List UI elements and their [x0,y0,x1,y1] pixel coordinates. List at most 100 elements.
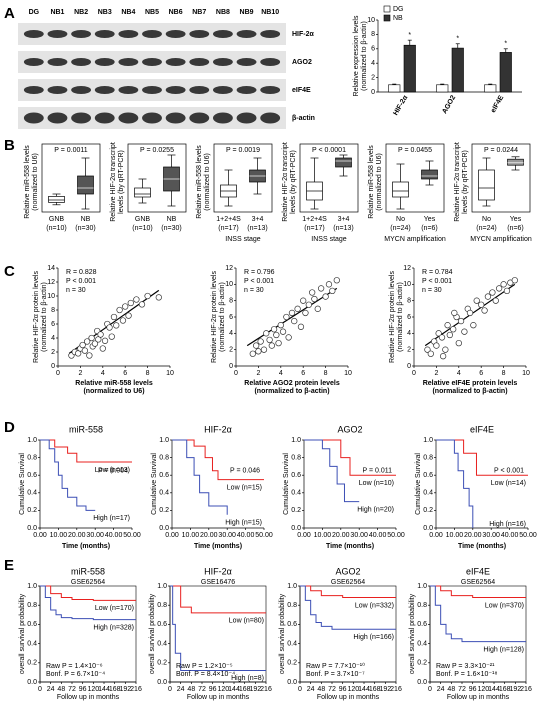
chart-title: eIF4E [466,566,490,576]
y-axis-label: (normalized to U6) [204,153,211,211]
y-tick-label: 4 [371,60,375,67]
series-label: Low (n=80) [229,618,264,625]
x-tick-label: 0.00 [165,532,179,539]
lane-label: NB5 [145,9,159,16]
y-tick-label: 0.6 [423,472,433,479]
y-tick-label: 6 [371,46,375,53]
series-label: High (n=328) [93,624,134,631]
point [446,331,453,339]
x-tick-label: 30.00 [218,532,236,539]
stat-label: P < 0.001 [422,278,452,285]
category-label: NB [81,216,91,223]
blot-band [23,112,44,124]
x-tick-label: 168 [109,686,121,693]
blot-band [212,112,233,124]
y-tick-label: 2 [51,349,55,356]
x-tick-label: 50.00 [255,532,273,539]
trend-line [246,287,338,347]
x-tick-label: 50.00 [387,532,405,539]
y-axis-label: overall survival probability [409,593,416,674]
x-tick-label: HIF-2α [392,94,409,117]
x-tick-label: 8 [324,370,328,377]
y-tick-label: 1.0 [291,437,301,444]
x-tick-label: 6 [123,370,127,377]
point [283,313,290,321]
y-tick-label: 0.0 [417,679,427,686]
blot-band [47,86,68,94]
blot-band [71,86,92,94]
y-axis-label: (normalized to β-actin) [41,282,48,352]
blot-band [260,58,281,66]
y-axis-label: Cumulative Survival [283,453,290,515]
x-tick-label: 50.00 [519,532,537,539]
point [461,328,468,335]
x-tick-label: 0 [38,686,42,693]
y-tick-label: 14 [47,265,55,272]
x-tick-label: 20.00 [464,532,482,539]
x-tick-label: 50.00 [123,532,141,539]
point [97,331,104,338]
x-tick-label: 192 [379,686,391,693]
x-tick-label: 48 [187,686,195,693]
point [108,333,115,340]
plot-frame [39,585,137,683]
x-axis-label: MYCN amplification [384,236,446,243]
x-tick-label: 10.00 [314,532,332,539]
point [438,334,446,341]
y-axis-label: Relative HIF-2α protein levels [33,271,40,363]
x-tick-label: 30.00 [350,532,368,539]
survival-curve [40,439,96,511]
point [442,346,449,353]
y-tick-label: 10 [47,293,55,300]
significance: * [504,41,507,48]
significance: * [456,36,459,43]
y-tick-label: 0.2 [423,507,433,514]
panel-label: A [4,5,15,22]
legend-label: NB [393,15,403,22]
lane-label: NB4 [121,9,135,16]
y-axis-label: Relative HIF-2α transcript [454,142,461,222]
point [457,317,465,325]
blot-band [260,112,281,124]
point [279,328,287,335]
blot-band [94,112,115,124]
x-axis-label: Time (months) [458,543,506,550]
n-label: (n=17) [304,225,324,232]
panel-label: C [4,263,15,280]
point [435,330,442,337]
blot-band [142,112,162,124]
y-axis-label: overall survival probability [279,593,286,674]
x-tick-label: 216 [130,686,142,693]
point [325,281,333,288]
p-value: P = 0.0255 [140,147,174,154]
point [451,309,458,317]
y-tick-label: 0.2 [157,660,167,667]
box [478,169,495,201]
p-value: P = 0.0019 [226,147,260,154]
survival-curve [436,439,474,528]
point [268,342,275,349]
survival-curve [40,585,136,601]
point [489,289,496,296]
box [77,175,94,195]
plot-frame [169,585,267,683]
stat-label: Bonf. P = 6.7×10⁻⁴ [46,671,105,678]
blot-band [71,58,92,66]
y-axis-label: (normalized to β-actin) [397,282,404,352]
point [86,352,93,359]
category-label: No [482,216,491,223]
point [99,345,106,352]
x-axis-label: INSS stage [311,236,347,243]
x-tick-label: 48 [317,686,325,693]
y-tick-label: 0.4 [27,490,37,497]
lane-label: NB6 [169,9,183,16]
point [291,317,298,325]
x-tick-label: 8 [502,370,506,377]
stat-label: n = 30 [422,287,442,294]
box [134,187,151,198]
series-label: High (n=8) [231,675,264,682]
x-tick-label: 72 [198,686,206,693]
point [424,346,431,353]
point [427,350,434,357]
x-tick-label: 216 [260,686,272,693]
